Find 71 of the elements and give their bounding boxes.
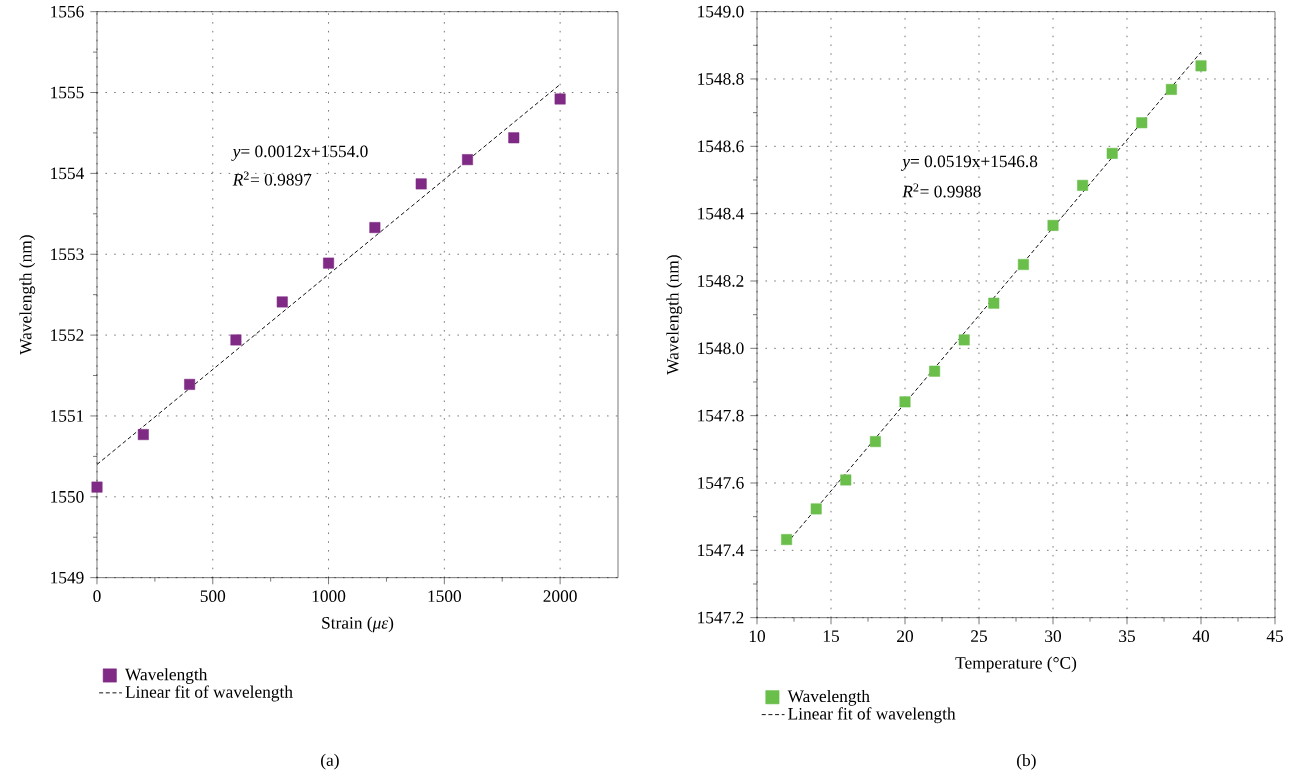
point	[929, 365, 941, 377]
y-tick-label: 1554	[51, 167, 85, 180]
point	[1106, 148, 1118, 160]
point	[1165, 84, 1177, 96]
x-axis-title: Temperature (°C)	[955, 656, 1077, 673]
annotation: y= 0.0012x+1554.0	[231, 145, 368, 161]
point	[958, 334, 970, 346]
x-tick-label: 1000	[312, 590, 346, 603]
point	[899, 396, 911, 408]
x-tick-label: 20	[897, 630, 914, 643]
y-tick-label: 1547.8	[698, 409, 744, 422]
x-tick-label: 40	[1192, 630, 1210, 643]
y-tick-label: 1547.6	[698, 477, 744, 490]
point	[554, 93, 566, 105]
x-tick-label: 2000	[543, 590, 577, 603]
y-tick-label: 1547.4	[698, 544, 745, 557]
x-tick-label: 1500	[428, 590, 462, 603]
point	[1195, 60, 1207, 72]
x-tick-label: 500	[200, 590, 226, 603]
x-tick-label: 35	[1119, 630, 1135, 643]
y-tick-label: 1556	[51, 6, 84, 18]
legend-label: Linear fit of wavelength	[788, 707, 956, 724]
point	[1136, 117, 1148, 129]
point	[462, 154, 473, 166]
x-tick-label: 10	[749, 630, 766, 643]
annotation: y= 0.0519x+1546.8	[900, 155, 1038, 171]
point	[781, 534, 793, 546]
y-tick-label: 1551	[51, 410, 84, 422]
y-tick-label: 1552	[51, 329, 84, 342]
point	[323, 257, 335, 269]
y-tick-label: 1555	[51, 86, 84, 99]
legend-label: Wavelength	[787, 690, 870, 706]
legend-label: Wavelength	[125, 668, 208, 685]
point	[1017, 259, 1029, 271]
y-axis-title: Wavelength (nm)	[666, 255, 683, 375]
point	[369, 222, 381, 234]
point	[230, 334, 242, 346]
x-axis-title: Strain (με)	[322, 616, 394, 633]
y-axis-title: Wavelength (nm)	[19, 235, 36, 355]
text: (b)	[1017, 754, 1036, 770]
y-tick-label: 1550	[51, 491, 84, 503]
point	[508, 132, 520, 144]
y-tick-label: 1548.8	[698, 73, 744, 86]
point	[1047, 220, 1059, 232]
annotation: R$^{2}$= 0.9897	[232, 171, 312, 186]
x-tick-label: 0	[93, 590, 101, 603]
y-tick-label: 1549.0	[698, 5, 744, 18]
y-tick-label: 1548.4	[698, 207, 745, 220]
y-tick-label: 1548.6	[698, 140, 744, 153]
point	[1077, 180, 1089, 192]
y-tick-label: 1553	[51, 248, 84, 261]
annotation: R$^{2}$= 0.9988	[902, 183, 981, 198]
point	[137, 429, 149, 441]
legend-label: Linear fit of wavelength	[125, 685, 293, 702]
x-tick-label: 25	[971, 630, 987, 643]
point	[988, 297, 1000, 309]
point	[840, 474, 852, 486]
x-tick-label: 45	[1266, 630, 1283, 643]
y-tick-label: 1548.2	[698, 275, 744, 288]
y-tick-label: 1549	[51, 572, 84, 584]
point	[276, 296, 288, 308]
point	[415, 178, 427, 190]
text: (a)	[321, 753, 339, 770]
x-tick-label: 30	[1045, 630, 1062, 643]
point	[810, 503, 822, 515]
point	[91, 481, 103, 493]
y-tick-label: 1548.0	[698, 342, 744, 355]
point	[869, 436, 881, 448]
y-tick-label: 1547.2	[698, 611, 744, 624]
point	[184, 379, 196, 391]
x-tick-label: 15	[823, 630, 839, 643]
